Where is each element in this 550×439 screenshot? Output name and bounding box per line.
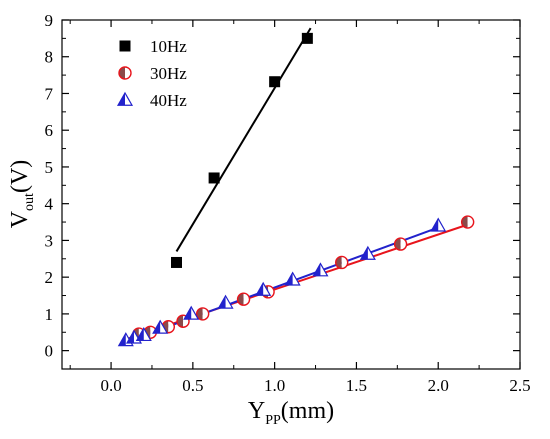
marker-outline xyxy=(176,314,190,328)
point-30hz xyxy=(236,292,251,306)
point-30hz xyxy=(393,237,408,251)
y-tick-label: 2 xyxy=(45,268,54,287)
point-10hz xyxy=(208,172,220,184)
marker-outline xyxy=(393,237,408,251)
point-30hz xyxy=(195,307,210,321)
x-axis-label: YPP(mm) xyxy=(248,398,334,428)
plot-frame xyxy=(61,19,521,370)
legend-label: 40Hz xyxy=(150,91,187,110)
legend: 10Hz 30Hz 40Hz xyxy=(116,37,187,110)
x-tick-label: 2.0 xyxy=(428,376,449,395)
point-40hz xyxy=(152,319,169,334)
axis-ticks xyxy=(62,19,521,369)
y-tick-label: 5 xyxy=(45,158,54,177)
y-tick-label: 3 xyxy=(45,231,54,250)
point-40hz xyxy=(217,294,234,309)
legend-marker-40hz xyxy=(116,91,134,106)
point-40hz xyxy=(284,271,301,286)
legend-marker-30hz xyxy=(118,66,132,80)
fit-line-40hz xyxy=(123,226,439,344)
y-tick-label: 9 xyxy=(45,11,54,30)
x-tick-label: 1.0 xyxy=(264,376,285,395)
point-30hz xyxy=(460,215,475,229)
legend-entry-30hz: 30Hz xyxy=(118,64,187,83)
y-tick-label: 1 xyxy=(45,305,54,324)
x-tick-label: 0.5 xyxy=(182,376,203,395)
marker-triangle-fill xyxy=(256,283,264,296)
y-tick-label: 6 xyxy=(45,121,54,140)
y-tick-label: 0 xyxy=(45,342,54,361)
legend-marker-10hz xyxy=(119,40,131,52)
marker-outline xyxy=(195,307,210,321)
legend-entry-10hz: 10Hz xyxy=(119,37,187,56)
point-10hz xyxy=(171,256,182,268)
x-tick-label: 2.5 xyxy=(509,376,530,395)
point-40hz xyxy=(135,326,152,342)
x-tick-label: 1.5 xyxy=(346,376,367,395)
y-tick-label: 4 xyxy=(45,195,54,214)
y-tick-label: 8 xyxy=(45,48,54,67)
legend-label: 10Hz xyxy=(150,37,187,56)
point-40hz xyxy=(255,281,272,296)
marker-triangle-fill xyxy=(118,93,125,106)
fit-line-10hz xyxy=(175,27,312,252)
marker-outline xyxy=(335,255,349,270)
marker-triangle-fill xyxy=(153,320,161,334)
y-tick-labels: 0 1 2 3 4 5 6 7 8 9 xyxy=(45,11,54,361)
y-axis-label: Vout(V) xyxy=(7,160,37,229)
marker-outline xyxy=(118,66,132,80)
marker-triangle-fill xyxy=(285,272,293,285)
marker-triangle-fill xyxy=(136,328,144,341)
point-40hz xyxy=(430,217,447,232)
x-tick-label: 0.0 xyxy=(100,376,121,395)
legend-entry-40hz: 40Hz xyxy=(116,91,187,110)
data-markers xyxy=(117,32,475,347)
point-40hz xyxy=(359,245,376,260)
point-10hz xyxy=(301,32,313,44)
point-10hz xyxy=(269,76,281,88)
x-tick-labels: 0.0 0.5 1.0 1.5 2.0 2.5 xyxy=(100,376,530,395)
point-40hz xyxy=(312,262,329,277)
y-tick-label: 7 xyxy=(45,84,54,103)
marker-outline xyxy=(460,215,475,229)
point-30hz xyxy=(335,255,349,270)
legend-label: 30Hz xyxy=(150,64,187,83)
point-40hz xyxy=(183,305,200,320)
marker-triangle-fill xyxy=(360,247,368,260)
marker-outline xyxy=(236,292,251,306)
